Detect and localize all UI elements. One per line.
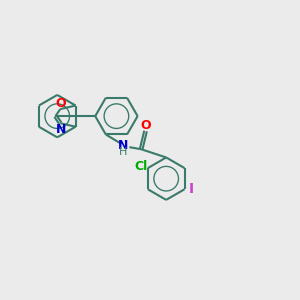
Text: O: O: [140, 119, 151, 132]
Text: O: O: [55, 97, 66, 110]
Text: N: N: [56, 123, 66, 136]
Text: Cl: Cl: [135, 160, 148, 173]
Text: I: I: [188, 182, 194, 196]
Text: N: N: [118, 139, 129, 152]
Text: H: H: [119, 147, 128, 157]
